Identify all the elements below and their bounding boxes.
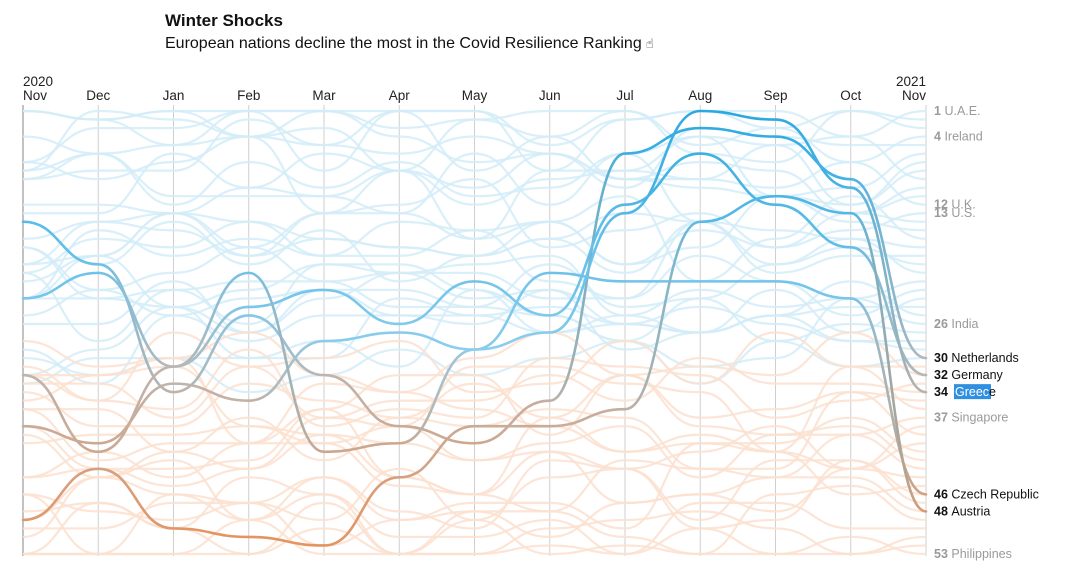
background-series-line [22, 348, 927, 428]
month-label-2: Jan [163, 88, 185, 103]
end-label-india: 26 India [934, 317, 979, 331]
month-label-4: Mar [312, 88, 336, 103]
series-line-austria [21, 194, 928, 547]
background-series-line [22, 118, 927, 206]
month-label-5: Apr [389, 88, 411, 103]
chart-subtitle: European nations decline the most in the… [165, 35, 654, 53]
end-label-u-k-: 12 U.K. [934, 198, 976, 212]
month-label-8: Jul [616, 88, 633, 103]
text-selection-highlight [954, 384, 991, 400]
month-label-1: Dec [86, 88, 110, 103]
month-label-3: Feb [237, 88, 260, 103]
background-series-line [22, 195, 927, 283]
end-label-czech-republic: 46 Czech Republic [934, 487, 1039, 501]
year-label-2020: 2020 [23, 74, 53, 89]
month-label-9: Aug [688, 88, 712, 103]
series-line-netherlands [21, 126, 928, 445]
month-label-6: May [462, 88, 488, 103]
background-series-line [22, 314, 927, 385]
end-label-austria: 48 Austria [934, 504, 990, 518]
background-series-line [22, 135, 927, 215]
background-series-line [22, 331, 926, 402]
end-label-germany: 32 Germany [934, 368, 1004, 382]
background-series-line [23, 280, 927, 368]
month-label-7: Jun [539, 88, 561, 103]
end-label-philippines: 53 Philippines [934, 547, 1012, 561]
highlighted-series [21, 109, 928, 547]
end-label-greece: 34 Greece [934, 385, 996, 399]
month-label-12: Nov [902, 88, 926, 103]
end-label-netherlands: 30 Netherlands [934, 351, 1019, 365]
background-series-line [22, 109, 927, 172]
end-label-u-s-: 13 U.S. [934, 206, 976, 220]
background-series-line [22, 212, 926, 274]
pointer-hand-icon: ☝ [645, 36, 654, 51]
background-series-line [22, 442, 927, 513]
month-label-10: Sep [763, 88, 787, 103]
end-label-u-a-e-: 1 U.A.E. [934, 104, 981, 118]
end-labels: 1 U.A.E. 4 Ireland 12 U.K.13 U.S. 26 India 3… [934, 104, 1039, 561]
month-label-0: Nov [23, 88, 47, 103]
series-line-greece [21, 109, 928, 445]
chart-title: Winter Shocks [165, 11, 283, 30]
background-series-line [23, 356, 927, 419]
background-series-line [22, 459, 927, 539]
background-series-line [22, 365, 927, 453]
background-series-line [22, 442, 927, 530]
year-label-2021: 2021 [896, 74, 926, 89]
background-series-line [22, 356, 927, 445]
background-series-line [22, 493, 926, 556]
background-series-line [22, 425, 927, 479]
background-series-line [22, 297, 926, 377]
end-label-ireland: 4 Ireland [934, 130, 983, 144]
background-series-line [22, 152, 927, 215]
chart-subtitle-text: European nations decline the most in the… [165, 35, 642, 52]
background-series-line [23, 518, 927, 556]
end-label-singapore: 37 Singapore [934, 411, 1008, 425]
series-line-czech-republic [21, 271, 928, 496]
month-label-11: Oct [840, 88, 861, 103]
